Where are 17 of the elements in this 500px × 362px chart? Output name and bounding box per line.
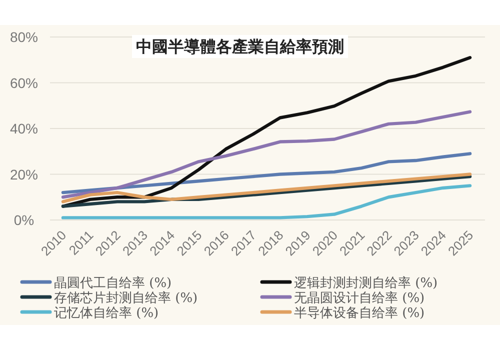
y-tick-label: 20%: [10, 166, 38, 182]
y-tick-label: 60%: [10, 74, 38, 91]
y-tick-label: 0%: [14, 212, 34, 228]
legend-label: 存储芯片封测自给率 (%): [54, 290, 198, 306]
legend-label: 逻辑封测封测自给率 (%): [294, 275, 438, 291]
chart-title: 中國半導體各產業自給率預測: [136, 37, 344, 56]
line-series: [61, 152, 472, 194]
legend-label: 记忆体自给率 (%): [54, 305, 159, 321]
line-series: [61, 172, 472, 204]
y-tick-label: 40%: [10, 120, 38, 136]
legend-label: 晶圓代工自给率 (%): [54, 275, 172, 291]
line-series: [61, 110, 472, 199]
legend-label: 半导体设备自给率 (%): [294, 305, 425, 321]
line-series: [61, 184, 472, 220]
line-series: [61, 174, 472, 208]
legend-label: 无晶圆设计自给率 (%): [294, 290, 425, 306]
y-tick-label: 80%: [10, 29, 38, 45]
